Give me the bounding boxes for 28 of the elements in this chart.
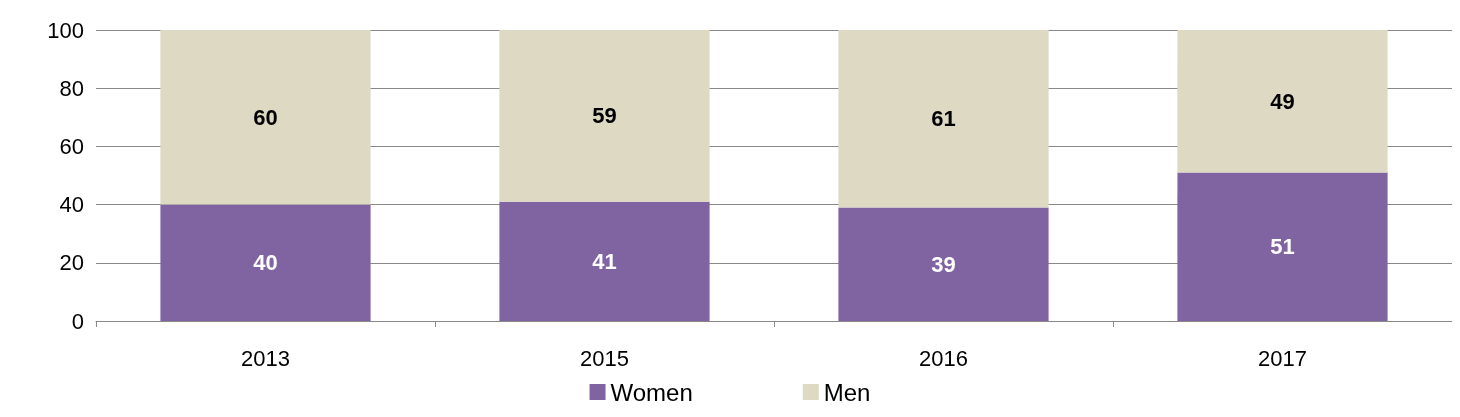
data-label: 41 — [592, 248, 617, 274]
y-tick-label: 100 — [47, 17, 84, 43]
data-label: 60 — [253, 104, 278, 130]
y-tick-label: 0 — [71, 308, 84, 334]
x-tick-label: 2013 — [241, 345, 290, 371]
legend-label: Men — [823, 378, 871, 406]
y-tick-label: 80 — [59, 75, 84, 101]
bar — [1177, 30, 1388, 173]
data-label: 49 — [1270, 88, 1295, 114]
bar — [160, 30, 371, 205]
bar — [160, 204, 371, 321]
bar — [1177, 172, 1388, 321]
x-tick-label: 2017 — [1258, 345, 1307, 371]
bar — [838, 30, 1049, 208]
data-label: 40 — [253, 250, 278, 276]
x-tick-label: 2016 — [919, 345, 968, 371]
data-label: 51 — [1270, 234, 1295, 260]
bar — [499, 201, 710, 321]
data-label: 61 — [931, 106, 956, 132]
legend-label: Women — [610, 378, 693, 406]
x-tick-label: 2015 — [580, 345, 629, 371]
y-tick-label: 40 — [59, 192, 84, 218]
data-label: 59 — [592, 103, 617, 129]
y-tick-label: 60 — [59, 133, 84, 159]
data-label: 39 — [931, 251, 956, 277]
y-tick-label: 20 — [59, 250, 84, 276]
bar — [499, 30, 710, 202]
bar — [838, 207, 1049, 321]
